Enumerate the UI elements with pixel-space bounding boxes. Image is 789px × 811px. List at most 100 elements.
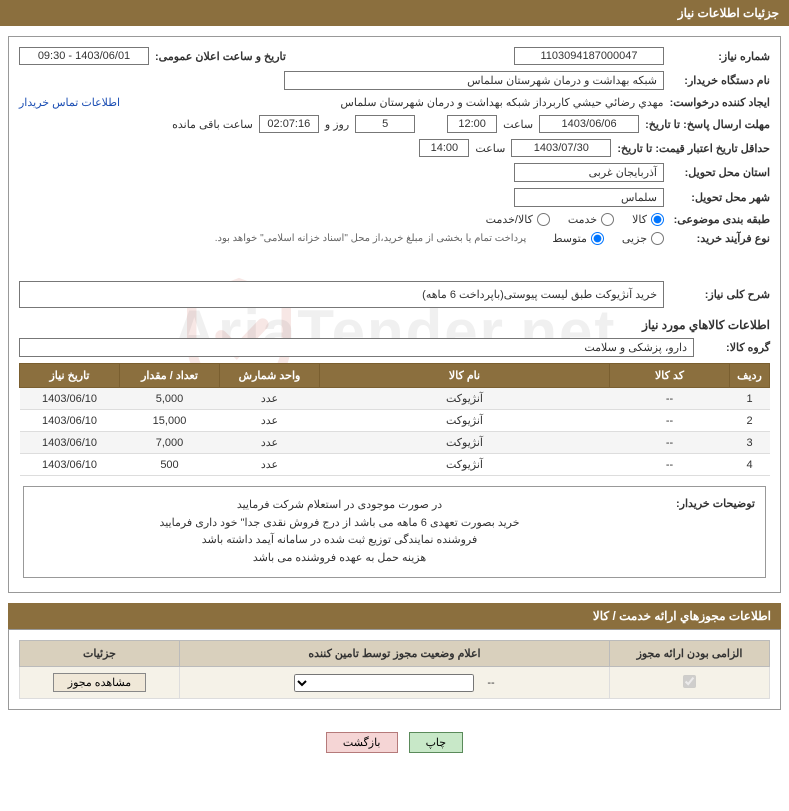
table-cell-qty: 5,000 (120, 388, 220, 410)
time-label-2: ساعت (475, 142, 505, 155)
buyer-org-value: شبکه بهداشت و درمان شهرستان سلماس (284, 71, 664, 90)
license-details-cell: مشاهده مجوز (20, 667, 180, 699)
goods-group-value: دارو، پزشکی و سلامت (19, 338, 694, 357)
table-cell-qty: 7,000 (120, 432, 220, 454)
delivery-city-label: شهر محل تحویل: (670, 191, 770, 204)
table-cell-name: آنژیوکت (320, 388, 610, 410)
table-cell-unit: عدد (220, 454, 320, 476)
buyer-contact-link[interactable]: اطلاعات تماس خریدار (19, 96, 120, 109)
time-label-1: ساعت (503, 118, 533, 131)
buyer-note-line1: در صورت موجودی در استعلام شرکت فرمایید (34, 497, 645, 515)
remaining-label: ساعت باقی مانده (172, 118, 253, 131)
col-code: کد کالا (610, 364, 730, 388)
process-medium-option[interactable]: متوسط (552, 232, 604, 245)
category-service-option[interactable]: خدمت (568, 213, 614, 226)
table-cell-row: 4 (730, 454, 770, 476)
table-row: 2--آنژیوکتعدد15,0001403/06/10 (20, 410, 770, 432)
category-label: طبقه بندی موضوعی: (670, 213, 770, 226)
table-cell-date: 1403/06/10 (20, 454, 120, 476)
buyer-note-line4: هزینه حمل به عهده فروشنده می باشد (34, 550, 645, 568)
process-partial-radio[interactable] (651, 232, 664, 245)
need-summary-label: شرح کلی نیاز: (670, 288, 770, 301)
delivery-city-value: سلماس (514, 188, 664, 207)
license-section-header: اطلاعات مجوزهاي ارائه خدمت / کالا (8, 603, 781, 629)
row-response-deadline: مهلت ارسال پاسخ: تا تاریخ: 1403/06/06 سا… (19, 115, 770, 133)
goods-group-label: گروه کالا: (700, 341, 770, 354)
announce-datetime-value: 1403/06/01 - 09:30 (19, 47, 149, 65)
license-row: -- مشاهده مجوز (20, 667, 770, 699)
table-cell-qty: 15,000 (120, 410, 220, 432)
table-cell-row: 2 (730, 410, 770, 432)
row-buyer-org: نام دستگاه خریدار: شبکه بهداشت و درمان ش… (19, 71, 770, 90)
row-requester: ایجاد کننده درخواست: مهدي رضائي حيشي کار… (19, 96, 770, 109)
process-partial-option[interactable]: جزیی (622, 232, 664, 245)
need-number-value: 1103094187000047 (514, 47, 664, 65)
response-deadline-time: 12:00 (447, 115, 497, 133)
category-goods-option[interactable]: کالا (632, 213, 664, 226)
buyer-notes-text: در صورت موجودی در استعلام شرکت فرمایید خ… (34, 497, 645, 567)
row-process-type: نوع فرآیند خرید: جزیی متوسط پرداخت تمام … (19, 232, 770, 245)
time-remaining: 02:07:16 (259, 115, 319, 133)
table-cell-date: 1403/06/10 (20, 432, 120, 454)
process-partial-label: جزیی (622, 232, 647, 245)
table-cell-code: -- (610, 410, 730, 432)
table-cell-row: 1 (730, 388, 770, 410)
back-button[interactable]: بازگشت (326, 732, 398, 753)
delivery-province-value: آذربایجان غربی (514, 163, 664, 182)
buyer-notes-frame: توضیحات خریدار: در صورت موجودی در استعلا… (23, 486, 766, 578)
row-need-summary: شرح کلی نیاز: خرید آنژیوکت طبق لیست پیوس… (19, 281, 770, 308)
requester-label: ایجاد کننده درخواست: (670, 96, 770, 109)
license-status-select[interactable] (294, 674, 474, 692)
category-radio-group: کالا خدمت کالا/خدمت (486, 213, 664, 226)
response-deadline-date: 1403/06/06 (539, 115, 639, 133)
license-status-cell: -- (180, 667, 610, 699)
process-note: پرداخت تمام یا بخشی از مبلغ خرید،از محل … (215, 233, 527, 244)
col-row: ردیف (730, 364, 770, 388)
buyer-note-line2: خرید بصورت تعهدی 6 ماهه می باشد از درج ف… (34, 515, 645, 533)
need-number-label: شماره نیاز: (670, 50, 770, 63)
license-col-status: اعلام وضعیت مجوز توسط تامین کننده (180, 641, 610, 667)
license-panel: الزامی بودن ارائه مجوز اعلام وضعیت مجوز … (8, 629, 781, 710)
process-medium-label: متوسط (552, 232, 587, 245)
bottom-button-bar: چاپ بازگشت (0, 720, 789, 765)
row-price-validity: حداقل تاریخ اعتبار قیمت: تا تاریخ: 1403/… (19, 139, 770, 157)
license-table: الزامی بودن ارائه مجوز اعلام وضعیت مجوز … (19, 640, 770, 699)
row-category: طبقه بندی موضوعی: کالا خدمت کالا/خدمت (19, 213, 770, 226)
col-name: نام کالا (320, 364, 610, 388)
col-unit: واحد شمارش (220, 364, 320, 388)
announce-datetime-label: تاریخ و ساعت اعلان عمومی: (155, 50, 286, 63)
category-both-radio[interactable] (537, 213, 550, 226)
table-cell-name: آنژیوکت (320, 410, 610, 432)
process-type-label: نوع فرآیند خرید: (670, 232, 770, 245)
table-row: 1--آنژیوکتعدد5,0001403/06/10 (20, 388, 770, 410)
process-radio-group: جزیی متوسط (552, 232, 664, 245)
col-date: تاریخ نیاز (20, 364, 120, 388)
table-cell-row: 3 (730, 432, 770, 454)
row-delivery-city: شهر محل تحویل: سلماس (19, 188, 770, 207)
table-row: 4--آنژیوکتعدد5001403/06/10 (20, 454, 770, 476)
page-title: جزئیات اطلاعات نیاز (678, 6, 779, 20)
category-service-radio[interactable] (601, 213, 614, 226)
view-license-button[interactable]: مشاهده مجوز (53, 673, 146, 692)
price-validity-date: 1403/07/30 (511, 139, 611, 157)
category-goods-radio[interactable] (651, 213, 664, 226)
category-goods-label: کالا (632, 213, 647, 226)
row-need-number: شماره نیاز: 1103094187000047 تاریخ و ساع… (19, 47, 770, 65)
goods-info-title: اطلاعات کالاهاي مورد نیاز (19, 318, 770, 332)
main-details-panel: AriaTender.net شماره نیاز: 1103094187000… (8, 36, 781, 593)
category-both-option[interactable]: کالا/خدمت (486, 213, 550, 226)
delivery-province-label: استان محل تحویل: (670, 166, 770, 179)
license-mandatory-cell (610, 667, 770, 699)
license-section-title: اطلاعات مجوزهاي ارائه خدمت / کالا (593, 609, 771, 623)
table-cell-unit: عدد (220, 388, 320, 410)
process-medium-radio[interactable] (591, 232, 604, 245)
need-summary-value: خرید آنژیوکت طبق لیست پیوستی(باپرداخت 6 … (19, 281, 664, 308)
row-goods-group: گروه کالا: دارو، پزشکی و سلامت (19, 338, 770, 357)
print-button[interactable]: چاپ (409, 732, 464, 753)
col-qty: تعداد / مقدار (120, 364, 220, 388)
price-validity-time: 14:00 (419, 139, 469, 157)
category-service-label: خدمت (568, 213, 597, 226)
buyer-org-label: نام دستگاه خریدار: (670, 74, 770, 87)
response-deadline-label: مهلت ارسال پاسخ: تا تاریخ: (645, 118, 770, 131)
row-delivery-province: استان محل تحویل: آذربایجان غربی (19, 163, 770, 182)
